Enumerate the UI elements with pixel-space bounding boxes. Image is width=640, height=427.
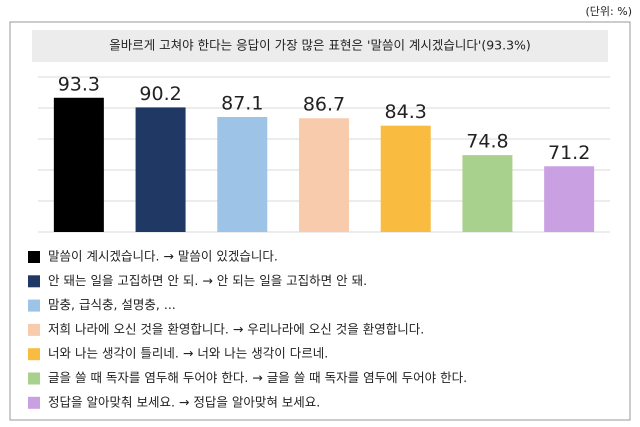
data-label: 74.8 — [466, 131, 508, 153]
data-label: 93.3 — [58, 73, 100, 95]
bar — [380, 125, 431, 232]
legend-label: 저희 나라에 오신 것을 환영합니다. → 우리나라에 오신 것을 환영합니다. — [48, 321, 424, 336]
legend-label: 글을 쓸 때 독자를 염두해 두어야 한다. → 글을 쓸 때 독자를 염두에 … — [48, 370, 467, 385]
bar — [544, 166, 595, 232]
legend-label: 정답을 알아맞춰 보세요. → 정답을 알아맞혀 보세요. — [48, 394, 320, 409]
legend-label: 안 돼는 일을 고집하면 안 되. → 안 되는 일을 고집하면 안 돼. — [48, 273, 367, 288]
unit-label: (단위: %) — [586, 5, 632, 18]
chart-title: 올바르게 고쳐야 한다는 응답이 가장 많은 표현은 '말씀이 계시겠습니다'(… — [109, 38, 531, 53]
bar — [462, 155, 513, 232]
data-label: 86.7 — [303, 94, 345, 116]
data-label: 84.3 — [385, 101, 427, 123]
legend-swatch — [28, 323, 40, 336]
legend-swatch — [28, 396, 40, 409]
legend-label: 너와 나는 생각이 틀리네. → 너와 나는 생각이 다르네. — [48, 346, 328, 361]
legend-swatch — [28, 251, 40, 263]
legend-swatch — [28, 275, 40, 288]
legend-swatch — [28, 348, 40, 361]
bar — [53, 97, 104, 233]
legend-label: 맘충, 급식충, 설명충, ... — [48, 297, 176, 312]
frame — [9, 21, 631, 421]
legend-swatch — [28, 372, 40, 385]
bar — [217, 116, 268, 232]
legend-label: 말씀이 계시겠습니다. → 말씀이 있겠습니다. — [48, 249, 278, 264]
title-box — [32, 30, 608, 62]
legend-swatch — [28, 299, 40, 312]
data-label: 87.1 — [221, 92, 263, 114]
bar — [299, 118, 349, 232]
data-label: 90.2 — [139, 83, 181, 105]
bar — [135, 107, 186, 232]
data-label: 71.2 — [548, 142, 590, 164]
